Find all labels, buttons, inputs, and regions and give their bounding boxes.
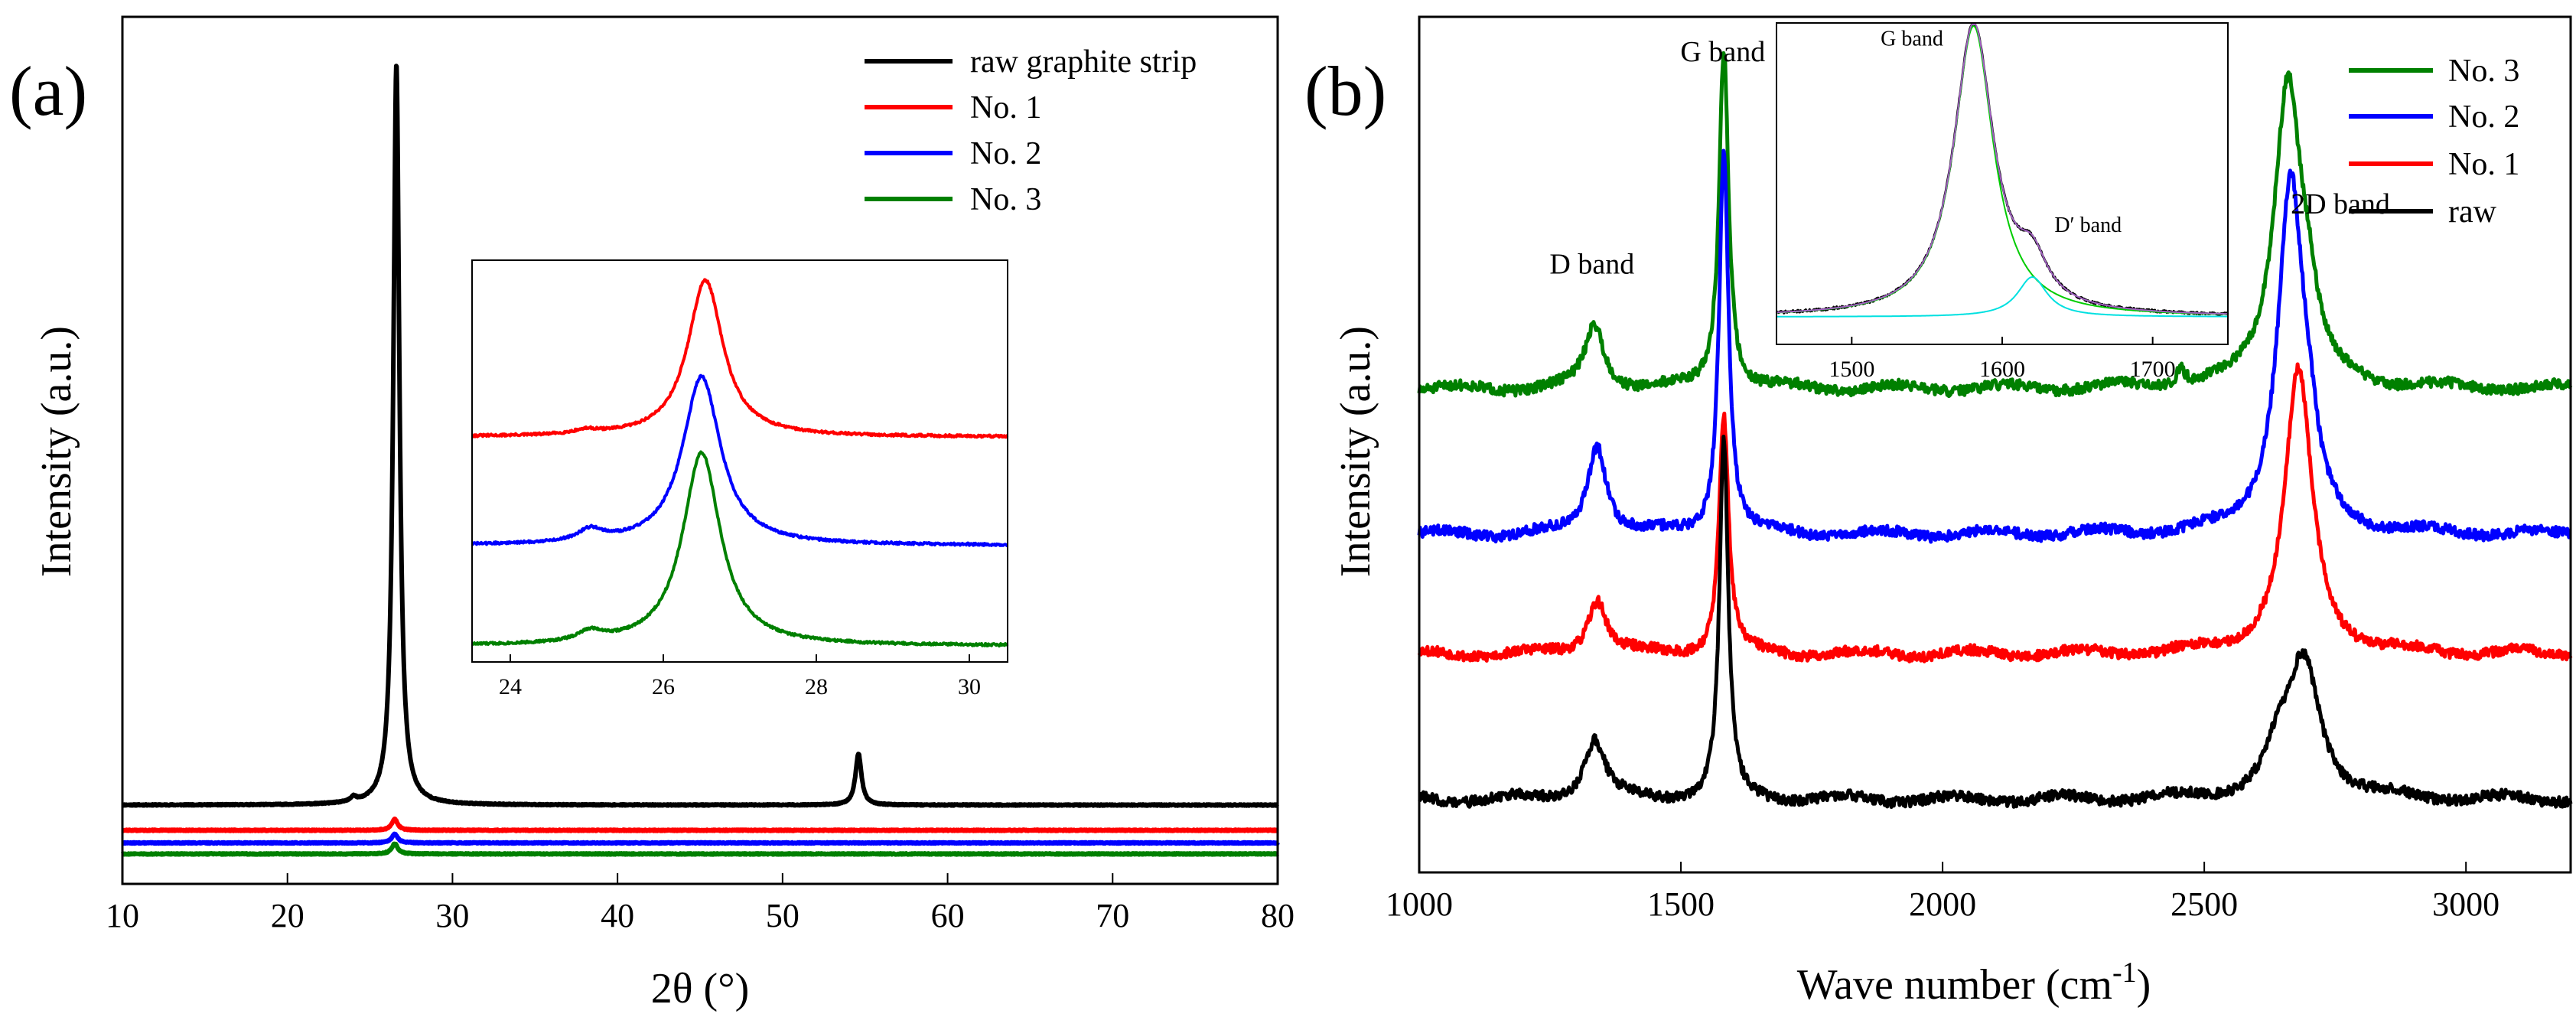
series-line-sum-fit-inset-b bbox=[1776, 24, 2228, 315]
legend-a-label-no1: No. 1 bbox=[970, 90, 1041, 126]
series-line-no-2-inset-a bbox=[471, 373, 1009, 547]
panel-a-x-tick-label-60: 60 bbox=[931, 897, 965, 934]
panel-b-x-tick-label-2500: 2500 bbox=[2171, 885, 2238, 923]
series-line-no-1-panel-a bbox=[120, 817, 1280, 833]
annotation-g-band: G band bbox=[1680, 36, 1765, 68]
series-line-no-1-inset-a bbox=[471, 278, 1009, 439]
panel-a-series bbox=[120, 64, 1280, 857]
panel-a-y-axis-label: Intensity (a.u.) bbox=[33, 326, 80, 577]
legend-a-label-no2: No. 2 bbox=[970, 136, 1041, 171]
inset-b-series bbox=[1775, 23, 2229, 318]
panel-b-x-axis-label-suffix: ) bbox=[2137, 961, 2151, 1009]
panel-b-x-axis-label-superscript: -1 bbox=[2112, 957, 2137, 989]
panel-b-series bbox=[1417, 51, 2573, 809]
inset-b-label-dprime-band: D′ band bbox=[2054, 214, 2122, 237]
panel-b-label: (b) bbox=[1304, 52, 1386, 130]
legend-a-label-raw: raw graphite strip bbox=[970, 44, 1197, 80]
panel-b-x-tick-label-2000: 2000 bbox=[1909, 885, 1976, 923]
inset-b-label-g-band: G band bbox=[1881, 27, 1943, 51]
inset-b-x-tick-label-1600: 1600 bbox=[1979, 357, 2025, 382]
panel-a-x-tick-label-10: 10 bbox=[106, 897, 139, 934]
panel-a-x-tick-label-70: 70 bbox=[1096, 897, 1129, 934]
panel-b-x-tick-label-3000: 3000 bbox=[2432, 885, 2499, 923]
panel-a-plot-frame bbox=[121, 15, 1279, 885]
panel-b-legend: No. 3 No. 2 No. 1 raw bbox=[2349, 54, 2519, 230]
panel-b-x-axis-label-main: Wave number (cm bbox=[1797, 961, 2112, 1009]
panel-a-x-tick-label-40: 40 bbox=[601, 897, 634, 934]
panel-a-x-axis-label: 2θ (°) bbox=[651, 965, 750, 1012]
panel-a-x-ticks: 10 20 30 40 50 60 70 80 bbox=[106, 873, 1295, 934]
panel-a-inset: 24 26 28 30 bbox=[471, 259, 1009, 699]
inset-b-x-tick-label-1700: 1700 bbox=[2130, 357, 2176, 382]
panel-a-label: (a) bbox=[9, 52, 87, 130]
panel-b: (b) 1000 1500 2000 2500 3000 Wave number (cm… bbox=[1304, 15, 2573, 1009]
inset-a-background bbox=[472, 260, 1008, 662]
panel-a-legend: raw graphite strip No. 1 No. 2 No. 3 bbox=[865, 44, 1197, 217]
inset-a-x-ticks: 24 26 28 30 bbox=[499, 654, 981, 699]
series-line-raw-graphite-strip-panel-a bbox=[120, 64, 1280, 808]
inset-a-x-tick-label-24: 24 bbox=[499, 674, 522, 699]
panel-b-y-axis-label: Intensity (a.u.) bbox=[1332, 326, 1379, 577]
series-line-no-1-panel-b bbox=[1417, 362, 2573, 663]
panel-b-x-axis-label: Wave number (cm-1) bbox=[1797, 957, 2151, 1009]
legend-a-label-no3: No. 3 bbox=[970, 182, 1041, 217]
legend-b-label-no2: No. 2 bbox=[2448, 99, 2519, 135]
inset-a-x-tick-label-30: 30 bbox=[958, 674, 981, 699]
panel-a-x-tick-label-20: 20 bbox=[271, 897, 304, 934]
panel-a-x-tick-label-80: 80 bbox=[1261, 897, 1295, 934]
panel-b-annotations: D band G band 2D band bbox=[1549, 36, 2390, 280]
inset-a-series bbox=[471, 278, 1009, 648]
legend-b-label-raw: raw bbox=[2448, 194, 2497, 230]
panel-b-x-tick-label-1000: 1000 bbox=[1386, 885, 1453, 923]
annotation-d-band: D band bbox=[1549, 248, 1634, 280]
series-line-no-3-panel-a bbox=[120, 841, 1280, 857]
inset-a-x-tick-label-26: 26 bbox=[652, 674, 675, 699]
series-line-no-2-panel-b bbox=[1417, 148, 2572, 544]
series-line-no-3-inset-a bbox=[471, 450, 1009, 648]
panel-b-x-tick-label-1500: 1500 bbox=[1647, 885, 1715, 923]
annotation-2d-band: 2D band bbox=[2291, 188, 2390, 220]
inset-a-frame bbox=[471, 259, 1008, 663]
panel-a-x-tick-label-30: 30 bbox=[435, 897, 469, 934]
panel-b-x-ticks: 1000 1500 2000 2500 3000 bbox=[1386, 862, 2499, 923]
series-line-raw-panel-b bbox=[1418, 435, 2573, 809]
panel-b-inset: 1500 1600 1700 G band D′ band bbox=[1775, 22, 2229, 382]
legend-b-label-no1: No. 1 bbox=[2448, 147, 2519, 182]
inset-a-x-tick-label-28: 28 bbox=[805, 674, 828, 699]
inset-b-x-tick-label-1500: 1500 bbox=[1829, 357, 1874, 382]
series-line-d-fit-inset-b bbox=[1776, 276, 2228, 318]
series-line-no-3-panel-b bbox=[1417, 51, 2573, 399]
panel-a-x-tick-label-50: 50 bbox=[766, 897, 800, 934]
inset-b-x-ticks: 1500 1600 1700 bbox=[1829, 337, 2176, 382]
legend-b-label-no3: No. 3 bbox=[2448, 54, 2519, 89]
panel-b-plot-frame bbox=[1418, 15, 2572, 874]
panel-a: (a) 10 20 30 40 50 60 70 80 2θ (°) Intensity (a… bbox=[9, 15, 1295, 1012]
series-line-no-2-panel-a bbox=[120, 831, 1280, 846]
